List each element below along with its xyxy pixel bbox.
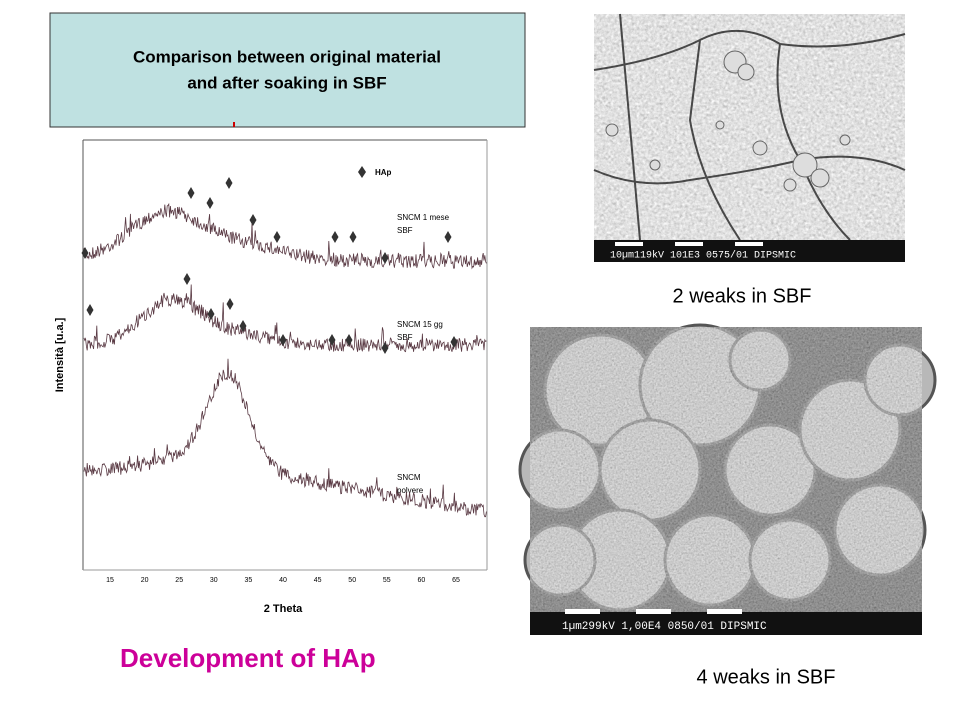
- mark: [233, 122, 235, 127]
- x-tick-label: 60: [418, 577, 426, 584]
- peak-marker: [187, 187, 195, 199]
- title: and after soaking in SBF: [187, 73, 386, 92]
- sem-texture: [530, 327, 922, 635]
- x-tick-label: 40: [279, 577, 287, 584]
- curve-label: SBF: [397, 333, 413, 342]
- caption: Development of HAp: [120, 643, 376, 673]
- peak-marker: [328, 334, 336, 346]
- peak-marker: [81, 247, 89, 259]
- xrd-curve: [83, 202, 487, 270]
- curve-label: SNCM: [397, 473, 421, 482]
- xrd-figure: Intensità [u.a.] 2 Theta HAp SNCM 1 mese…: [54, 139, 488, 615]
- peak-marker: [349, 231, 357, 243]
- scale-bar: [565, 609, 600, 614]
- particles: [605, 50, 851, 192]
- curve-label: SBF: [397, 226, 413, 235]
- peak-marker: [444, 231, 452, 243]
- x-tick-label: 55: [383, 577, 391, 584]
- scale-strip: [530, 612, 922, 635]
- x-tick-label: 65: [452, 577, 460, 584]
- legend-marker: [358, 166, 366, 178]
- x-tick-label: 45: [314, 577, 322, 584]
- x-tick-label: 50: [348, 577, 356, 584]
- sem-texture: [594, 14, 905, 262]
- sem-caption: 4 weaks in SBF: [697, 666, 836, 688]
- x-tick-label: 25: [175, 577, 183, 584]
- x-tick-label: 30: [210, 577, 218, 584]
- peak-marker: [381, 252, 389, 264]
- peak-marker: [206, 197, 214, 209]
- sem-image: 10µm119kV 101E3 0575/01 DIPSMIC: [593, 13, 906, 262]
- peak-marker: [207, 308, 215, 320]
- x-tick-label: 20: [141, 577, 149, 584]
- peak-marker: [331, 231, 339, 243]
- x-tick-label: 35: [245, 577, 253, 584]
- x-tick-label: 15: [106, 577, 114, 584]
- legend-label: HAp: [375, 168, 392, 177]
- scale-text: 1µm299kV 1,00E4 0850/01 DIPSMIC: [562, 621, 767, 633]
- scale-bar: [636, 609, 671, 614]
- peak-marker: [226, 298, 234, 310]
- xrd-curve: [83, 284, 487, 353]
- title-box: [49, 12, 526, 128]
- curve-label: SNCM 1 mese: [397, 213, 450, 222]
- x-label: 2 Theta: [264, 603, 303, 615]
- peak-marker: [239, 320, 247, 332]
- title: Comparison between original material: [133, 47, 441, 66]
- curve-label: polvere: [397, 486, 424, 495]
- sem-caption: 2 weaks in SBF: [673, 285, 812, 307]
- peak-marker: [450, 336, 458, 348]
- y-label: Intensità [u.a.]: [54, 317, 66, 392]
- scale-strip: [594, 240, 905, 262]
- scale-bar: [675, 242, 703, 246]
- xrd-curve: [83, 358, 487, 518]
- peak-marker: [86, 304, 94, 316]
- peak-marker: [249, 214, 257, 226]
- peak-marker: [381, 342, 389, 354]
- scale-bar: [615, 242, 643, 246]
- scale-bar: [707, 609, 742, 614]
- scale-text: 10µm119kV 101E3 0575/01 DIPSMIC: [610, 250, 796, 262]
- peak-marker: [273, 231, 281, 243]
- sem-image: 1µm299kV 1,00E4 0850/01 DIPSMIC: [518, 323, 937, 635]
- peak-marker: [183, 273, 191, 285]
- curve-label: SNCM 15 gg: [397, 320, 443, 329]
- peak-marker: [225, 177, 233, 189]
- peak-marker: [279, 334, 287, 346]
- peak-marker: [345, 334, 353, 346]
- scale-bar: [735, 242, 763, 246]
